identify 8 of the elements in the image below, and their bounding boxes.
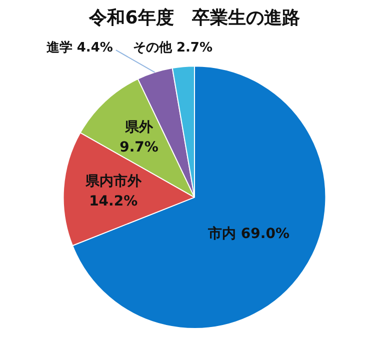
slice-label: 県内市外 bbox=[84, 172, 142, 190]
data-label: 9.7% bbox=[120, 139, 158, 156]
slice-label: 進学 4.4% bbox=[45, 40, 113, 56]
slice-label: 県外 bbox=[124, 119, 154, 136]
chart-title: 令和6年度 卒業生の進路 bbox=[88, 7, 300, 28]
data-label: 14.2% bbox=[89, 193, 138, 210]
slice-label: その他 2.7% bbox=[132, 40, 213, 56]
slice-label: 市内 69.0% bbox=[207, 224, 290, 242]
